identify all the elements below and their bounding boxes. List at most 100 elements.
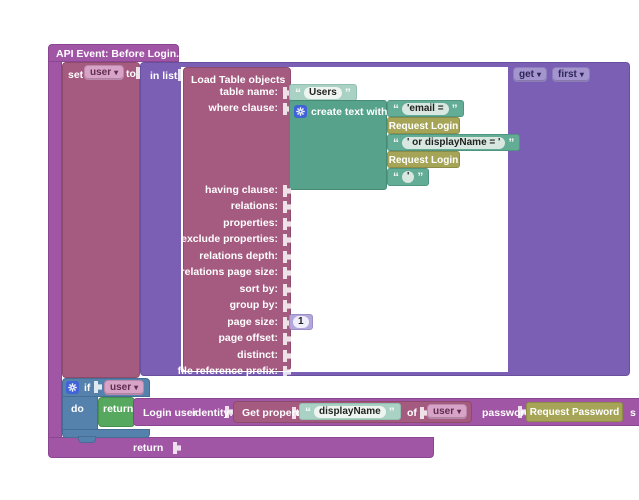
property-name-text-block[interactable]: “ displayName ” — [299, 403, 401, 420]
where-clause-row: where clause: — [182, 102, 280, 116]
exclude-properties-label: exclude properties: — [181, 233, 278, 245]
if-condition-variable-block[interactable]: user ▾ — [104, 380, 145, 395]
object-variable-name: user — [433, 406, 455, 417]
text-item-field[interactable]: 'email = — [402, 102, 449, 115]
empty-input-notch — [283, 333, 291, 345]
api-event-block-header[interactable]: API Event: Before Login. — [48, 44, 179, 62]
return-statement-block[interactable]: return: — [98, 397, 137, 427]
text-item-block[interactable]: “ 'email = ” — [387, 100, 464, 117]
empty-input-notch — [283, 251, 291, 263]
file-reference-prefix-label: file reference prefix: — [177, 365, 278, 377]
set-label: set — [68, 69, 84, 81]
if-block-bottom[interactable] — [62, 429, 150, 438]
if-block-left-wall[interactable]: do — [62, 396, 98, 431]
text-item-field[interactable]: ' — [402, 171, 415, 183]
event-return-label: return — [133, 442, 164, 454]
relations-label: relations: — [230, 200, 278, 212]
request-login-block[interactable]: Request Login — [387, 117, 460, 134]
open-quote-icon: “ — [393, 135, 399, 150]
empty-input-notch — [283, 185, 291, 197]
empty-input-notch — [283, 218, 291, 230]
open-quote-icon: “ — [393, 170, 399, 184]
distinct-label: distinct: — [237, 349, 278, 361]
empty-input-notch — [283, 267, 291, 279]
group-by-label: group by: — [229, 299, 278, 311]
first-dropdown-value: first — [558, 69, 577, 80]
property-name-field[interactable]: displayName — [314, 405, 386, 418]
if-mutator-gear-icon[interactable] — [66, 381, 79, 394]
login-user-title: Login user — [143, 407, 197, 419]
sort-by-label: sort by: — [239, 283, 278, 295]
set-variable-name: user — [90, 67, 112, 78]
empty-input-notch — [283, 234, 291, 246]
create-text-with-label: create text with — [311, 106, 388, 118]
relations-page-size-label: relations page size: — [180, 266, 278, 278]
get-property-variable-block[interactable]: user ▾ — [427, 404, 468, 419]
chevron-down-icon: ▾ — [457, 406, 462, 416]
set-variable-block[interactable]: set — [62, 62, 140, 378]
api-event-block-left-wall[interactable] — [48, 61, 62, 439]
chevron-down-icon: ▾ — [134, 382, 139, 392]
truncated-label: s — [630, 407, 636, 419]
if-label: if — [84, 382, 91, 394]
close-quote-icon: ” — [508, 135, 515, 150]
chevron-down-icon: ▾ — [579, 69, 584, 79]
property-input-notch — [292, 407, 300, 419]
close-quote-icon: ” — [344, 85, 351, 100]
empty-input-notch — [283, 284, 291, 296]
mutator-gear-icon[interactable] — [294, 105, 307, 118]
close-quote-icon: ” — [451, 101, 458, 116]
table-name-text-block[interactable]: “ Users ” — [289, 84, 357, 101]
page-offset-label: page offset: — [218, 332, 278, 344]
object-input-notch — [420, 407, 428, 419]
identity-input-notch — [225, 406, 233, 418]
table-name-field[interactable]: Users — [304, 86, 342, 99]
request-login-block[interactable]: Request Login — [387, 151, 460, 168]
api-event-title: API Event: Before Login. — [56, 48, 180, 60]
chevron-down-icon: ▾ — [537, 69, 542, 79]
table-name-notch — [283, 87, 291, 99]
text-item-field[interactable]: ' or displayName = ' — [402, 136, 506, 149]
load-table-objects-block[interactable]: Load Table objects — [183, 67, 291, 371]
return-statement-label: return: — [103, 403, 137, 415]
where-clause-label: where clause: — [208, 102, 278, 114]
empty-input-notch — [283, 300, 291, 312]
empty-input-notch — [283, 350, 291, 362]
open-quote-icon: “ — [305, 404, 311, 419]
close-quote-icon: ” — [388, 404, 395, 419]
text-item-block[interactable]: “ ' or displayName = ' ” — [387, 134, 521, 151]
request-password-block[interactable]: Request Password — [526, 402, 623, 422]
do-label: do — [71, 403, 84, 415]
close-quote-icon: ” — [417, 170, 424, 184]
identity-label: identity: — [192, 407, 233, 419]
page-size-notch — [283, 317, 291, 329]
password-input-notch — [518, 406, 526, 418]
load-table-title: Load Table objects — [191, 74, 286, 86]
create-text-with-block[interactable]: create text with — [289, 100, 387, 190]
empty-input-notch — [283, 366, 291, 378]
table-name-label: table name: — [219, 86, 278, 98]
return-input-notch — [173, 442, 181, 454]
set-variable-dropdown[interactable]: user ▾ — [84, 65, 125, 80]
chevron-down-icon: ▾ — [114, 67, 119, 77]
empty-input-notch — [283, 201, 291, 213]
where-clause-notch — [283, 103, 291, 115]
page-size-number-block[interactable]: 1 — [289, 314, 313, 330]
in-list-label: in list — [150, 70, 178, 82]
text-item-block[interactable]: “ ' ” — [387, 168, 430, 186]
first-dropdown[interactable]: first ▾ — [552, 67, 590, 82]
if-block-next-tab — [78, 436, 96, 443]
relations-depth-label: relations depth: — [199, 250, 278, 262]
if-condition-notch — [94, 381, 102, 393]
properties-label: properties: — [223, 217, 278, 229]
open-quote-icon: “ — [393, 101, 399, 116]
get-dropdown[interactable]: get ▾ — [513, 67, 548, 82]
get-property-label: Get property — [242, 407, 306, 419]
open-quote-icon: “ — [295, 85, 301, 100]
page-size-field[interactable]: 1 — [293, 316, 309, 328]
api-event-block-footer[interactable]: return — [48, 437, 434, 458]
having-clause-label: having clause: — [205, 184, 278, 196]
table-name-row: table name: — [182, 86, 280, 100]
condition-variable-name: user — [110, 382, 132, 393]
